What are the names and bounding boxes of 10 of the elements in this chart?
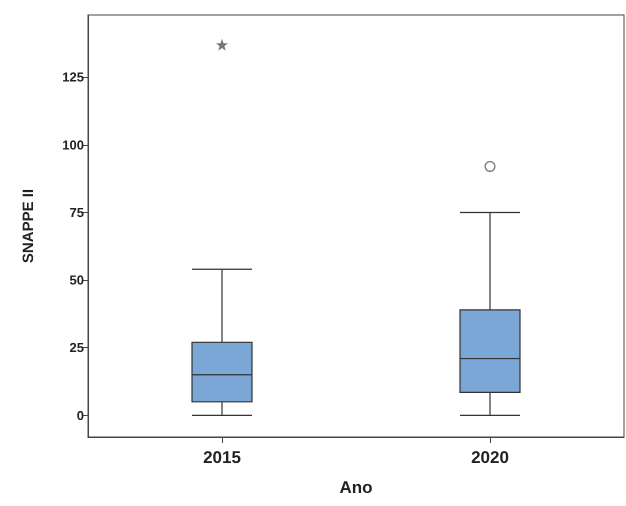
y-tick-label: 75 xyxy=(70,204,84,220)
y-tick-label: 25 xyxy=(70,340,84,356)
y-tick-label: 100 xyxy=(62,137,84,152)
x-axis-title: Ano xyxy=(339,478,373,497)
y-axis-title: SNAPPE II xyxy=(20,188,37,264)
y-tick-label: 0 xyxy=(76,408,84,423)
y-tick-label: 50 xyxy=(70,272,84,288)
y-tick-label: 125 xyxy=(62,70,84,85)
x-tick-label: 2020 xyxy=(471,448,509,467)
x-tick-label: 2015 xyxy=(203,448,241,467)
